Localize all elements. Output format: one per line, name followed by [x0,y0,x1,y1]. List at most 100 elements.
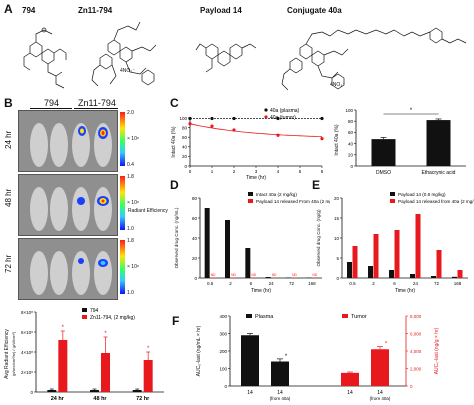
b-ylabel-units: (p/sec/cm²/sr) / (μW/cm²) [11,331,16,376]
structure-payload14-label: Payload 14 [200,6,242,15]
b-legend-label-0: 794 [90,308,99,314]
b-legend-swatch-1 [82,315,87,319]
anion-label-40a: 4NO₃⁻ [330,82,345,88]
e-x-tick-label: 0.5 [349,281,356,286]
e-legend-label-1: Payload 14 released from 40a (2 mg/kg) [398,199,474,204]
c-point-1 [320,137,324,141]
scale-72hr-exp: × 10⁸ [127,264,139,270]
d-bar-1 [250,277,256,278]
scale-48hr-exp: × 10⁸ [127,200,139,206]
c-series-line-1 [189,123,323,137]
group-label-794: 794 [44,98,60,108]
f-ylabel-left: AUC₀-last (ng/mL × hr) [196,325,202,376]
b-y-tick-label: 0 [30,390,33,395]
e-bar-0 [389,270,394,278]
f-significance: * [285,354,288,360]
e-x-tick-label: 6 [393,281,396,286]
c-y-tick-label: 100 [179,116,187,121]
chart-f-bar: 0 100 200 300 400 AUC₀-last (ng/mL × hr) 0 2,00… [196,314,440,401]
scale-72hr-top: 1.8 [127,238,134,244]
c-legend-label-1: 40a (tumor) [270,115,296,121]
d-x-tick-label: 24 [269,281,275,286]
d-y-tick-label: 0 [194,276,197,281]
b-bar-0 [90,390,99,392]
chart-e-bar: 0 5 10 15 20 Observed drug Conc. (ng/g) 0.5 2 6 2… [316,192,474,294]
scale-48hr-top: 1.8 [127,174,134,180]
e-bar-0 [431,276,436,278]
cb-y-tick-label: 80 [348,119,354,124]
f-right-y-tick-label: 6,000 [410,331,422,336]
cb-x-tick-label: DMSO [376,170,391,176]
d-y-tick-label: 60 [192,216,198,221]
c-y-tick-label: 0 [184,164,187,169]
mouse-image-48hr [18,174,118,236]
scale-24hr-bot: 0.4 [127,162,134,168]
b-y-tick-label: 6×10⁸ [21,330,33,335]
c-x-tick-label: 4 [277,169,280,174]
b-significance: * [147,346,150,352]
c-point-1 [232,128,236,132]
row-label-48hr: 48 hr [4,188,13,208]
d-xlabel: Time (hr) [251,288,271,294]
d-legend-swatch-0 [248,192,253,196]
c-y-tick-label: 40 [182,145,188,150]
b-y-tick-label: 8×10⁸ [21,310,33,315]
c-x-tick-label: 5 [299,169,302,174]
d-bar-0 [245,248,251,278]
cb-bar [371,139,396,166]
c-y-tick-label: 60 [182,135,188,140]
panel-f-letter: F [172,314,180,328]
structure-conjugate40a-label: Conjugate 40a [287,6,342,15]
e-legend-swatch-0 [390,192,395,196]
mouse-image-72hr [18,238,118,300]
f-ylabel-right: AUC₀-last (ng/g × hr) [434,327,440,374]
e-bar-1 [415,214,421,278]
e-bar-0 [368,266,373,278]
c-legend-label-0: 40a (plasma) [270,108,300,114]
scale-48hr-bot: 1.0 [127,226,134,232]
b-legend-swatch-0 [82,308,87,312]
e-bar-1 [394,230,400,278]
anion-label-zn11: 4NO₃⁻ [120,68,135,74]
f-right-y-tick-label: 0 [410,384,413,389]
cb-x-tick-label: Ethacrynic acid [422,170,456,176]
d-y-tick-label: 80 [192,196,198,201]
f-legend-swatch-0 [246,314,252,318]
group-label-zn11-794: Zn11-794 [78,98,116,108]
row-label-72hr: 72 hr [4,254,13,274]
b-y-tick-label: 2×10⁸ [21,370,33,375]
f-left-y-tick-label: 400 [219,314,227,319]
chart-d-bar: 0 20 40 60 80 Observed drug Conc. (ng/mL) ND 0.… [174,192,330,294]
scale-caption: Radiant Efficiency [128,208,168,214]
e-y-tick-label: 5 [336,256,339,261]
e-x-tick-label: 72 [434,281,440,286]
c-y-tick-label: 20 [182,154,188,159]
c-point-0 [276,116,280,121]
e-bar-0 [452,276,457,278]
b-significance: * [104,331,107,337]
c-xlabel: Time (hr) [246,175,266,180]
d-bar-0 [286,277,291,278]
d-legend-label-0: Intact 40a (2 mg/kg) [256,192,297,197]
colorbar-48hr [120,176,125,230]
d-nd-label: ND [313,273,318,277]
colorbar-72hr [120,240,125,294]
f-left-y-tick-label: 0 [224,384,227,389]
cb-ylabel: Intact 40a (%) [334,124,340,155]
f-significance: * [385,342,388,348]
f-right-y-tick-label: 8,000 [410,314,422,319]
b-y-tick-label: 4×10⁸ [21,350,33,355]
mouse-silhouettes-72hr [30,251,112,295]
cb-y-tick-label: 40 [348,141,354,146]
b-bar-1 [101,353,110,392]
d-x-tick-label: 2 [229,281,232,286]
scale-72hr-bot: 1.0 [127,290,134,296]
e-x-tick-label: 24 [413,281,419,286]
f-legend-swatch-1 [342,314,348,318]
cb-y-tick-label: 60 [348,130,354,135]
f-bar-0 [271,361,289,386]
d-legend-label-1: Payload 14 released From 40a (2 mg/kg) [256,199,330,204]
panel-d-letter: D [170,178,179,192]
panel-b-letter: B [4,96,13,110]
structure-794-label: 794 [22,6,36,15]
